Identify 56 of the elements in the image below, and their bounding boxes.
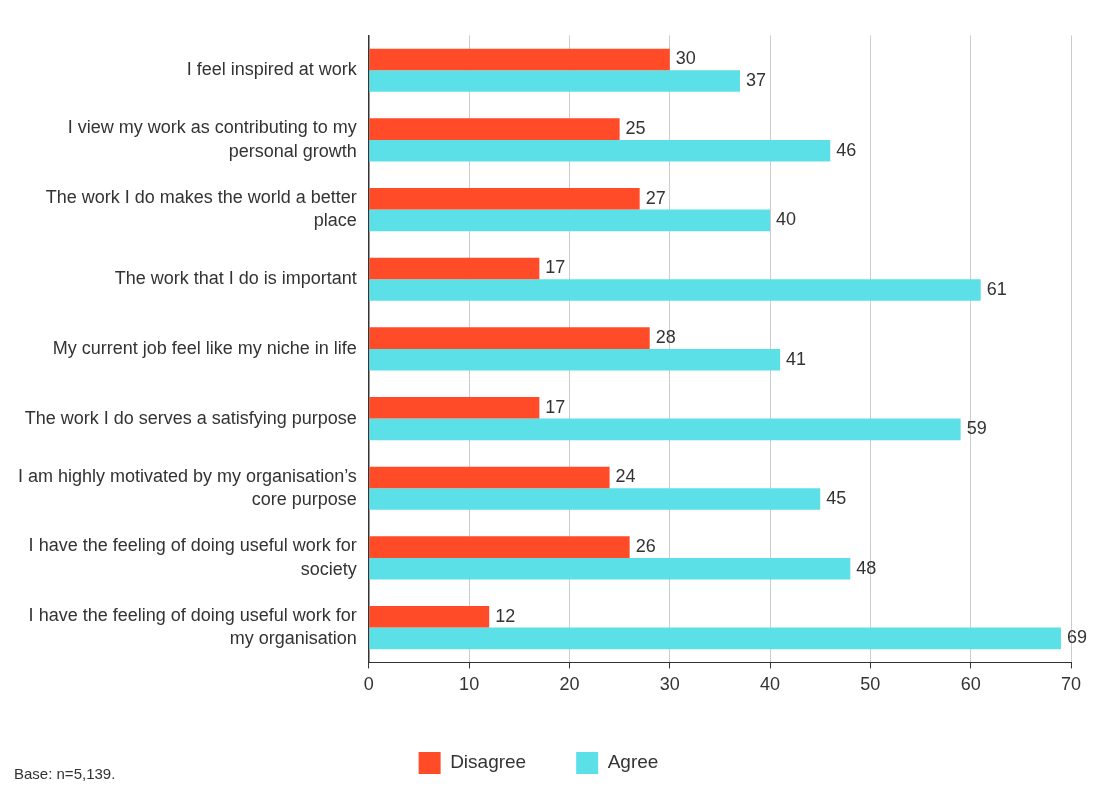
- y-tick-label: I feel inspired at work: [186, 59, 358, 80]
- data-label: 46: [836, 139, 857, 160]
- bar: [369, 348, 781, 371]
- data-label: 48: [856, 557, 877, 578]
- bar: [369, 209, 771, 232]
- y-tick-label: The work I do makes the world a better place: [45, 186, 357, 231]
- bar: [369, 557, 851, 580]
- y-tick-label: I view my work as contributing to my personal growth: [67, 117, 357, 161]
- data-label: 61: [986, 279, 1007, 299]
- data-label: 17: [545, 257, 566, 278]
- y-tick-label: The work I do serves a satisfying purpose: [24, 407, 357, 428]
- bar: [369, 257, 540, 280]
- y-tick-label: The work that I do is important: [114, 268, 357, 289]
- data-label: 28: [655, 327, 676, 348]
- bar: [369, 466, 610, 489]
- x-tick-label: 70: [1060, 674, 1082, 695]
- data-label: 12: [495, 605, 516, 626]
- data-label: 45: [826, 488, 847, 508]
- data-label: 59: [966, 418, 987, 439]
- data-label: 24: [615, 466, 636, 487]
- data-label: 41: [786, 348, 807, 369]
- bar: [369, 327, 650, 349]
- data-label: 30: [675, 48, 696, 69]
- x-tick-label: 0: [363, 674, 374, 695]
- bar: [369, 70, 740, 92]
- x-tick-label: 10: [459, 674, 480, 695]
- legend-label: Disagree: [450, 751, 527, 773]
- bar: [369, 139, 831, 162]
- data-label: 25: [625, 118, 646, 139]
- bar: [369, 279, 981, 301]
- data-label: 69: [1066, 627, 1087, 648]
- data-label: 40: [776, 209, 797, 230]
- bar: [369, 418, 961, 441]
- bar: [369, 48, 670, 71]
- bar: [369, 536, 630, 558]
- legend-label: Agree: [607, 751, 659, 773]
- y-tick-label: I have the feeling of doing useful work for society: [28, 535, 357, 579]
- y-tick-label: I am highly motivated by my organisation’s core purpose: [18, 465, 357, 509]
- y-tick-label: I have the feeling of doing useful work for my organisation: [28, 604, 357, 649]
- x-tick-label: 50: [860, 674, 881, 695]
- bar: [369, 118, 620, 140]
- x-tick-label: 30: [659, 674, 680, 695]
- x-tick-label: 20: [559, 674, 580, 695]
- x-tick-label: 60: [960, 674, 981, 695]
- x-tick-label: 40: [760, 674, 781, 695]
- text: Base: n=5,139.: [14, 765, 116, 783]
- data-label: 17: [545, 396, 566, 417]
- bar: [369, 396, 540, 419]
- bar: [369, 488, 821, 510]
- bar: [369, 605, 490, 628]
- data-label: 37: [745, 70, 767, 90]
- data-label: 27: [645, 187, 666, 208]
- bar: [369, 187, 640, 210]
- bar: [369, 627, 1061, 650]
- y-tick-label: My current job feel like my niche in life: [52, 337, 357, 358]
- data-label: 26: [635, 536, 656, 557]
